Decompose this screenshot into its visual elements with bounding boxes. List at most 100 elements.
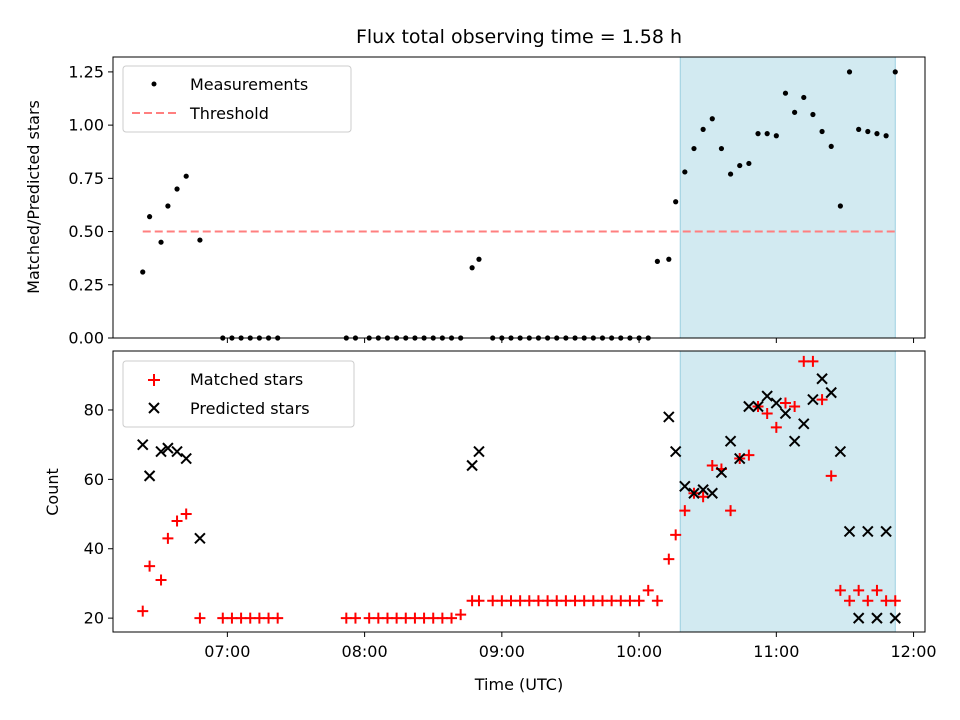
bottom-axes-frame (112, 350, 926, 633)
top-shaded-region (679, 56, 896, 339)
measurement-point (801, 94, 807, 101)
x-tick-label: 12:00 (891, 642, 937, 661)
x-tick-label: 08:00 (342, 642, 388, 661)
matched-star-point (446, 612, 458, 624)
matched-star-point (137, 605, 149, 617)
measurement-points (140, 69, 898, 341)
predicted-star-point (834, 445, 847, 458)
measurement-point (810, 111, 816, 118)
y-tick-label: 40 (84, 539, 104, 558)
matched-star-point (642, 584, 654, 596)
measurement-point (183, 173, 189, 179)
matched-star-point (633, 595, 645, 607)
matched-star-point (761, 407, 773, 419)
chart-title: Flux total observing time = 1.58 h (356, 26, 682, 48)
predicted-star-point (724, 435, 737, 447)
top-legend: Measurements Threshold (122, 65, 352, 133)
predicted-star-point (734, 452, 746, 465)
measurement-point (197, 237, 203, 243)
predicted-star-point (137, 438, 149, 451)
measurements-legend-marker (151, 81, 157, 87)
top-panel: 0.00 0.25 0.50 0.75 1.00 1.25 Matched/Predict… (24, 56, 926, 348)
matched-star-point (171, 515, 183, 527)
matched-star-point (770, 421, 782, 433)
matched-star-point (706, 459, 718, 471)
measurement-point (828, 143, 834, 150)
predicted-star-point (473, 445, 485, 458)
y-tick-label: 0.75 (68, 169, 104, 188)
matched-star-point (816, 394, 828, 406)
matched-star-point (825, 470, 837, 482)
predicted-star-point (807, 393, 819, 406)
predicted-star-point (663, 411, 675, 423)
measurement-point (792, 109, 798, 115)
measurement-point (165, 203, 171, 209)
measurement-point (782, 90, 789, 96)
y-tick-label: 0.25 (68, 275, 104, 294)
predicted-star-point (194, 532, 206, 545)
y-tick-label: 60 (84, 470, 104, 489)
measurement-point (691, 145, 697, 152)
matched-star-point (743, 449, 755, 461)
x-tick-label: 09:00 (479, 642, 525, 661)
measurement-point (892, 69, 898, 75)
matched-star-point (194, 612, 206, 624)
predicted-star-point (162, 442, 174, 454)
measurement-point (819, 128, 825, 135)
predicted-star-point (843, 525, 856, 538)
bottom-y-axis-label: Count (43, 468, 62, 516)
top-legend-box (122, 65, 352, 133)
y-tick-label: 80 (84, 400, 104, 419)
measurement-point (746, 160, 752, 167)
predicted-star-point (171, 445, 183, 458)
measurement-point (700, 126, 706, 132)
predicted-star-point (679, 480, 691, 493)
predicted-star-point (761, 390, 773, 402)
matched-star-point (272, 612, 284, 624)
measurement-point (846, 69, 853, 75)
predicted-star-point (715, 466, 728, 479)
predicted-star-point (697, 484, 709, 496)
predicted-stars-legend-marker (148, 402, 160, 414)
top-axes-frame (112, 56, 926, 339)
predicted-star-point (871, 612, 883, 624)
predicted-star-point (816, 373, 828, 385)
threshold-legend-label: Threshold (189, 104, 269, 123)
bottom-x-ticks: 07:00 08:00 09:00 10:00 11:00 12:00 (204, 632, 937, 661)
matched-star-point (349, 612, 361, 624)
matched-stars-legend-marker (148, 374, 160, 386)
predicted-star-point (143, 470, 156, 482)
bottom-legend-box (122, 360, 355, 428)
top-y-ticks: 0.00 0.25 0.50 0.75 1.00 1.25 (68, 62, 113, 348)
top-y-axis-label: Matched/Predicted stars (24, 100, 43, 294)
measurement-point (883, 133, 889, 139)
matched-star-point (651, 595, 663, 607)
predicted-star-point (770, 397, 783, 409)
matched-star-point (853, 584, 865, 596)
predicted-star-point (669, 445, 682, 458)
y-tick-label: 0.50 (68, 222, 104, 241)
measurement-point (666, 256, 672, 262)
measurement-point (764, 131, 770, 137)
measurement-point (174, 186, 180, 192)
measurement-point (773, 133, 779, 139)
predicted-star-point (155, 445, 167, 458)
predicted-star-point (752, 400, 764, 413)
predicted-star-point (706, 487, 718, 499)
measurement-point (654, 258, 660, 264)
matched-star-point (844, 595, 856, 607)
matched-star-point (862, 595, 874, 607)
predicted-star-point (466, 459, 478, 472)
matched-stars-points (137, 355, 901, 624)
bottom-legend: Matched stars Predicted stars (122, 360, 355, 428)
y-tick-label: 0.00 (68, 329, 104, 348)
matched-star-point (455, 609, 467, 621)
top-x-ticks (226, 338, 915, 343)
matched-star-point (697, 491, 709, 503)
predicted-star-point (788, 435, 801, 447)
matched-star-point (670, 529, 682, 541)
matched-star-point (779, 397, 791, 409)
matched-star-point (162, 532, 174, 544)
measurement-point (709, 116, 715, 122)
